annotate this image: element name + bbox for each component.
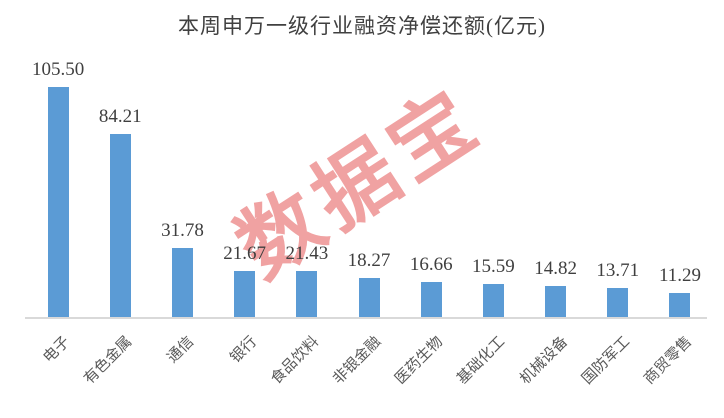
bar-column: 21.43	[276, 0, 338, 318]
bar-column: 31.78	[151, 0, 213, 318]
bar-column: 18.27	[338, 0, 400, 318]
bar	[420, 281, 442, 318]
bar	[47, 86, 69, 318]
bar	[607, 287, 629, 318]
value-label: 15.59	[472, 255, 515, 277]
chart-title: 本周申万一级行业融资净偿还额(亿元)	[178, 14, 546, 38]
category-label: 基础化工	[454, 333, 509, 388]
bar-column: 14.82	[525, 0, 587, 318]
bar-column: 15.59	[462, 0, 524, 318]
value-label: 13.71	[596, 259, 640, 281]
category-label: 食品饮料	[268, 333, 322, 388]
bar-column: 11.29	[649, 0, 711, 318]
category-label: 有色金属	[81, 333, 136, 388]
value-label: 16.66	[409, 253, 453, 275]
value-label: 11.29	[658, 265, 701, 287]
category-label: 非银金融	[330, 333, 385, 388]
bar	[358, 278, 380, 318]
bar	[545, 285, 567, 318]
bar-column: 13.71	[587, 0, 649, 318]
bar-column: 105.50	[27, 0, 89, 318]
category-label: 机械设备	[516, 333, 571, 388]
value-label: 21.43	[285, 243, 329, 265]
plot-area: 105.50 84.21 31.78 21.67 21.43 18.27 16.66 15.5…	[27, 0, 711, 318]
bar	[234, 270, 256, 318]
bar	[109, 133, 131, 318]
category-label: 医药生物	[392, 333, 447, 388]
value-label: 31.78	[161, 220, 204, 242]
category-label: 商贸零售	[641, 333, 696, 388]
category-label: 国防军工	[579, 333, 633, 388]
bar	[296, 271, 318, 318]
value-label: 21.67	[223, 242, 267, 264]
value-label: 18.27	[347, 250, 391, 271]
category-label: 银行	[227, 333, 260, 367]
bar	[669, 293, 691, 318]
value-label: 84.21	[98, 105, 142, 127]
bar-column: 21.67	[214, 0, 276, 318]
x-axis-line	[25, 317, 707, 319]
bar	[171, 248, 193, 318]
category-label: 电子	[40, 333, 74, 367]
bar	[482, 283, 504, 318]
category-label: 通信	[165, 333, 198, 367]
bar-column: 16.66	[400, 0, 462, 318]
value-label: 14.82	[534, 257, 577, 279]
bar-column: 84.21	[89, 0, 151, 318]
value-label: 105.50	[31, 58, 85, 80]
